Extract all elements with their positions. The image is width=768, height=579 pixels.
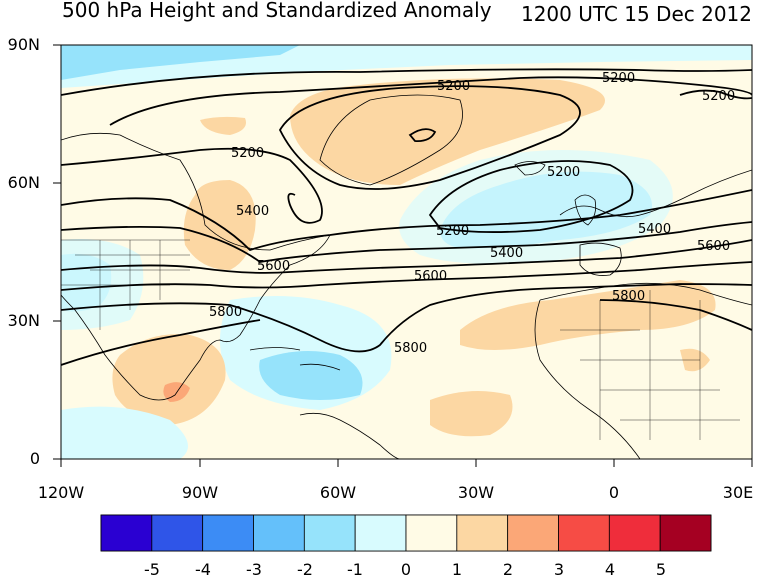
- colorbar-swatches: [100, 514, 712, 552]
- contour-label-group: 5200 5200 5200 5200 5200 5400 5400 5400 …: [209, 71, 735, 356]
- contour-5200-greenland: [109, 76, 752, 126]
- contour-5200-ring: [278, 85, 581, 190]
- colorbar-label: -4: [195, 560, 211, 579]
- colorbar-swatch: [558, 514, 610, 552]
- contour-label: 5800: [612, 289, 645, 304]
- contour-5400: [61, 189, 752, 252]
- colorbar-label: 4: [604, 560, 616, 579]
- contour-label: 5600: [697, 239, 730, 254]
- coast-south-america: [299, 412, 401, 459]
- contour-5600: [61, 239, 752, 274]
- colorbar-swatch: [608, 514, 661, 552]
- contour-label: 5600: [414, 269, 447, 284]
- contour-5200-west: [61, 147, 323, 224]
- coastlines: [61, 94, 752, 459]
- contour-label: 5400: [638, 222, 671, 237]
- contour-5600-b: [61, 261, 752, 291]
- contour-5400-b: [61, 221, 752, 263]
- contour-5200-inner: [408, 128, 437, 142]
- contour-5800: [61, 283, 752, 353]
- plot-frame: [60, 44, 753, 460]
- colorbar-swatch: [151, 514, 204, 552]
- coast-europe: [559, 169, 752, 218]
- lon-label-30e: 30E: [722, 483, 754, 502]
- lon-label-0: 0: [608, 483, 620, 502]
- lat-label-0: 0: [29, 449, 40, 468]
- borders: [61, 239, 740, 440]
- anomaly-lightblue-tropics: [61, 406, 188, 459]
- colorbar-swatch: [202, 514, 254, 552]
- colorbar-label: 0: [400, 560, 412, 579]
- height-contours: [61, 68, 752, 366]
- lat-label-30n: 30N: [7, 311, 40, 330]
- colorbar-label: -3: [246, 560, 262, 579]
- lat-label-60n: 60N: [7, 173, 40, 192]
- contour-label: 5800: [394, 341, 427, 356]
- anomaly-blue-carib: [259, 351, 363, 400]
- anomaly-orange-baffin: [200, 116, 246, 135]
- contour-label: 5200: [436, 224, 469, 239]
- colorbar-label: -1: [347, 560, 363, 579]
- contour-label: 5400: [236, 204, 269, 219]
- colorbar-swatch: [303, 514, 356, 552]
- colorbar-swatch: [405, 514, 458, 552]
- colorbar-label: -2: [297, 560, 313, 579]
- colorbar-swatch: [253, 514, 305, 552]
- colorbar-label: 2: [502, 560, 514, 579]
- colorbar-swatch: [100, 514, 153, 552]
- contour-5200-main: [61, 68, 752, 96]
- contour-label: 5600: [257, 259, 290, 274]
- contour-5200-atlantic: [428, 160, 634, 233]
- lon-label-60w: 60W: [319, 483, 357, 502]
- lat-label-90n: 90N: [7, 35, 40, 54]
- colorbar-label: 1: [451, 560, 463, 579]
- contour-label: 5400: [490, 246, 523, 261]
- colorbar-label: 3: [553, 560, 565, 579]
- axis-ticks: [53, 44, 753, 467]
- coast-iceland: [514, 161, 546, 176]
- valid-time: 1200 UTC 15 Dec 2012: [520, 2, 752, 26]
- colorbar-swatch: [507, 514, 559, 552]
- colorbar-swatch: [659, 514, 712, 552]
- anomaly-orange-tropics: [430, 391, 513, 437]
- contour-label: 5200: [547, 165, 580, 180]
- coast-greenland: [319, 94, 463, 186]
- colorbar-label: -5: [144, 560, 160, 579]
- colorbar-label: 5: [655, 560, 667, 579]
- anomaly-orange-greenland: [290, 78, 605, 185]
- coast-uk: [574, 194, 597, 226]
- coast-caribbean: [249, 347, 341, 371]
- lon-label-120w: 120W: [37, 483, 85, 502]
- lon-label-30w: 30W: [457, 483, 495, 502]
- contour-label: 5200: [602, 71, 635, 86]
- contour-5800-b: [61, 319, 261, 366]
- contour-5200-ne: [679, 89, 752, 100]
- map-title: 500 hPa Height and Standardized Anomaly: [62, 0, 492, 22]
- anomaly-orange-mexico: [112, 334, 226, 425]
- lon-label-90w: 90W: [181, 483, 219, 502]
- anomaly-orange-africa: [460, 280, 716, 350]
- contour-label: 5200: [437, 79, 470, 94]
- colorbar-swatch: [456, 514, 509, 552]
- colorbar-swatch: [354, 514, 407, 552]
- contour-label: 5200: [231, 146, 264, 161]
- anomaly-blue-arctic-2: [61, 45, 300, 80]
- coast-africa: [534, 282, 752, 459]
- contour-label: 5200: [702, 89, 735, 104]
- contour-5800-c: [599, 299, 752, 331]
- contour-label: 5800: [209, 305, 242, 320]
- anomaly-lightblue-atlantic: [399, 150, 673, 264]
